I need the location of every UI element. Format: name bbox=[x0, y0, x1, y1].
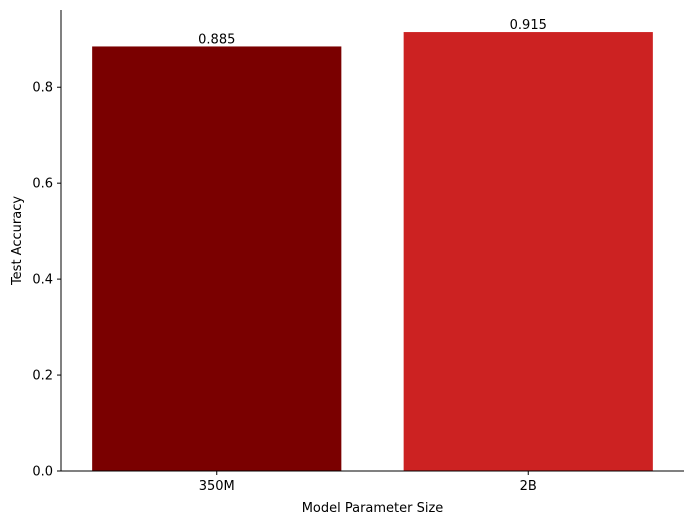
data-label-350M: 0.885 bbox=[198, 32, 235, 47]
y-tick-label: 0.6 bbox=[32, 177, 53, 192]
x-axis-label: Model Parameter Size bbox=[302, 501, 444, 516]
y-tick-label: 0.2 bbox=[32, 369, 53, 384]
y-tick-label: 0.4 bbox=[32, 273, 53, 288]
bar-2B bbox=[403, 32, 653, 472]
x-axis-ticks: 350M 2B bbox=[199, 471, 537, 494]
bar-350M bbox=[92, 46, 342, 471]
x-tick-label-2B: 2B bbox=[520, 479, 537, 494]
x-tick-label-350M: 350M bbox=[199, 479, 235, 494]
data-labels-group: 0.885 0.915 bbox=[198, 18, 547, 47]
data-label-2B: 0.915 bbox=[510, 18, 547, 33]
bars-group bbox=[92, 32, 653, 472]
y-tick-label: 0.8 bbox=[32, 81, 53, 96]
y-axis-label: Test Accuracy bbox=[10, 196, 25, 286]
y-tick-label: 0.0 bbox=[32, 465, 53, 480]
y-axis-ticks: 0.0 0.2 0.4 0.6 0.8 bbox=[32, 81, 61, 480]
